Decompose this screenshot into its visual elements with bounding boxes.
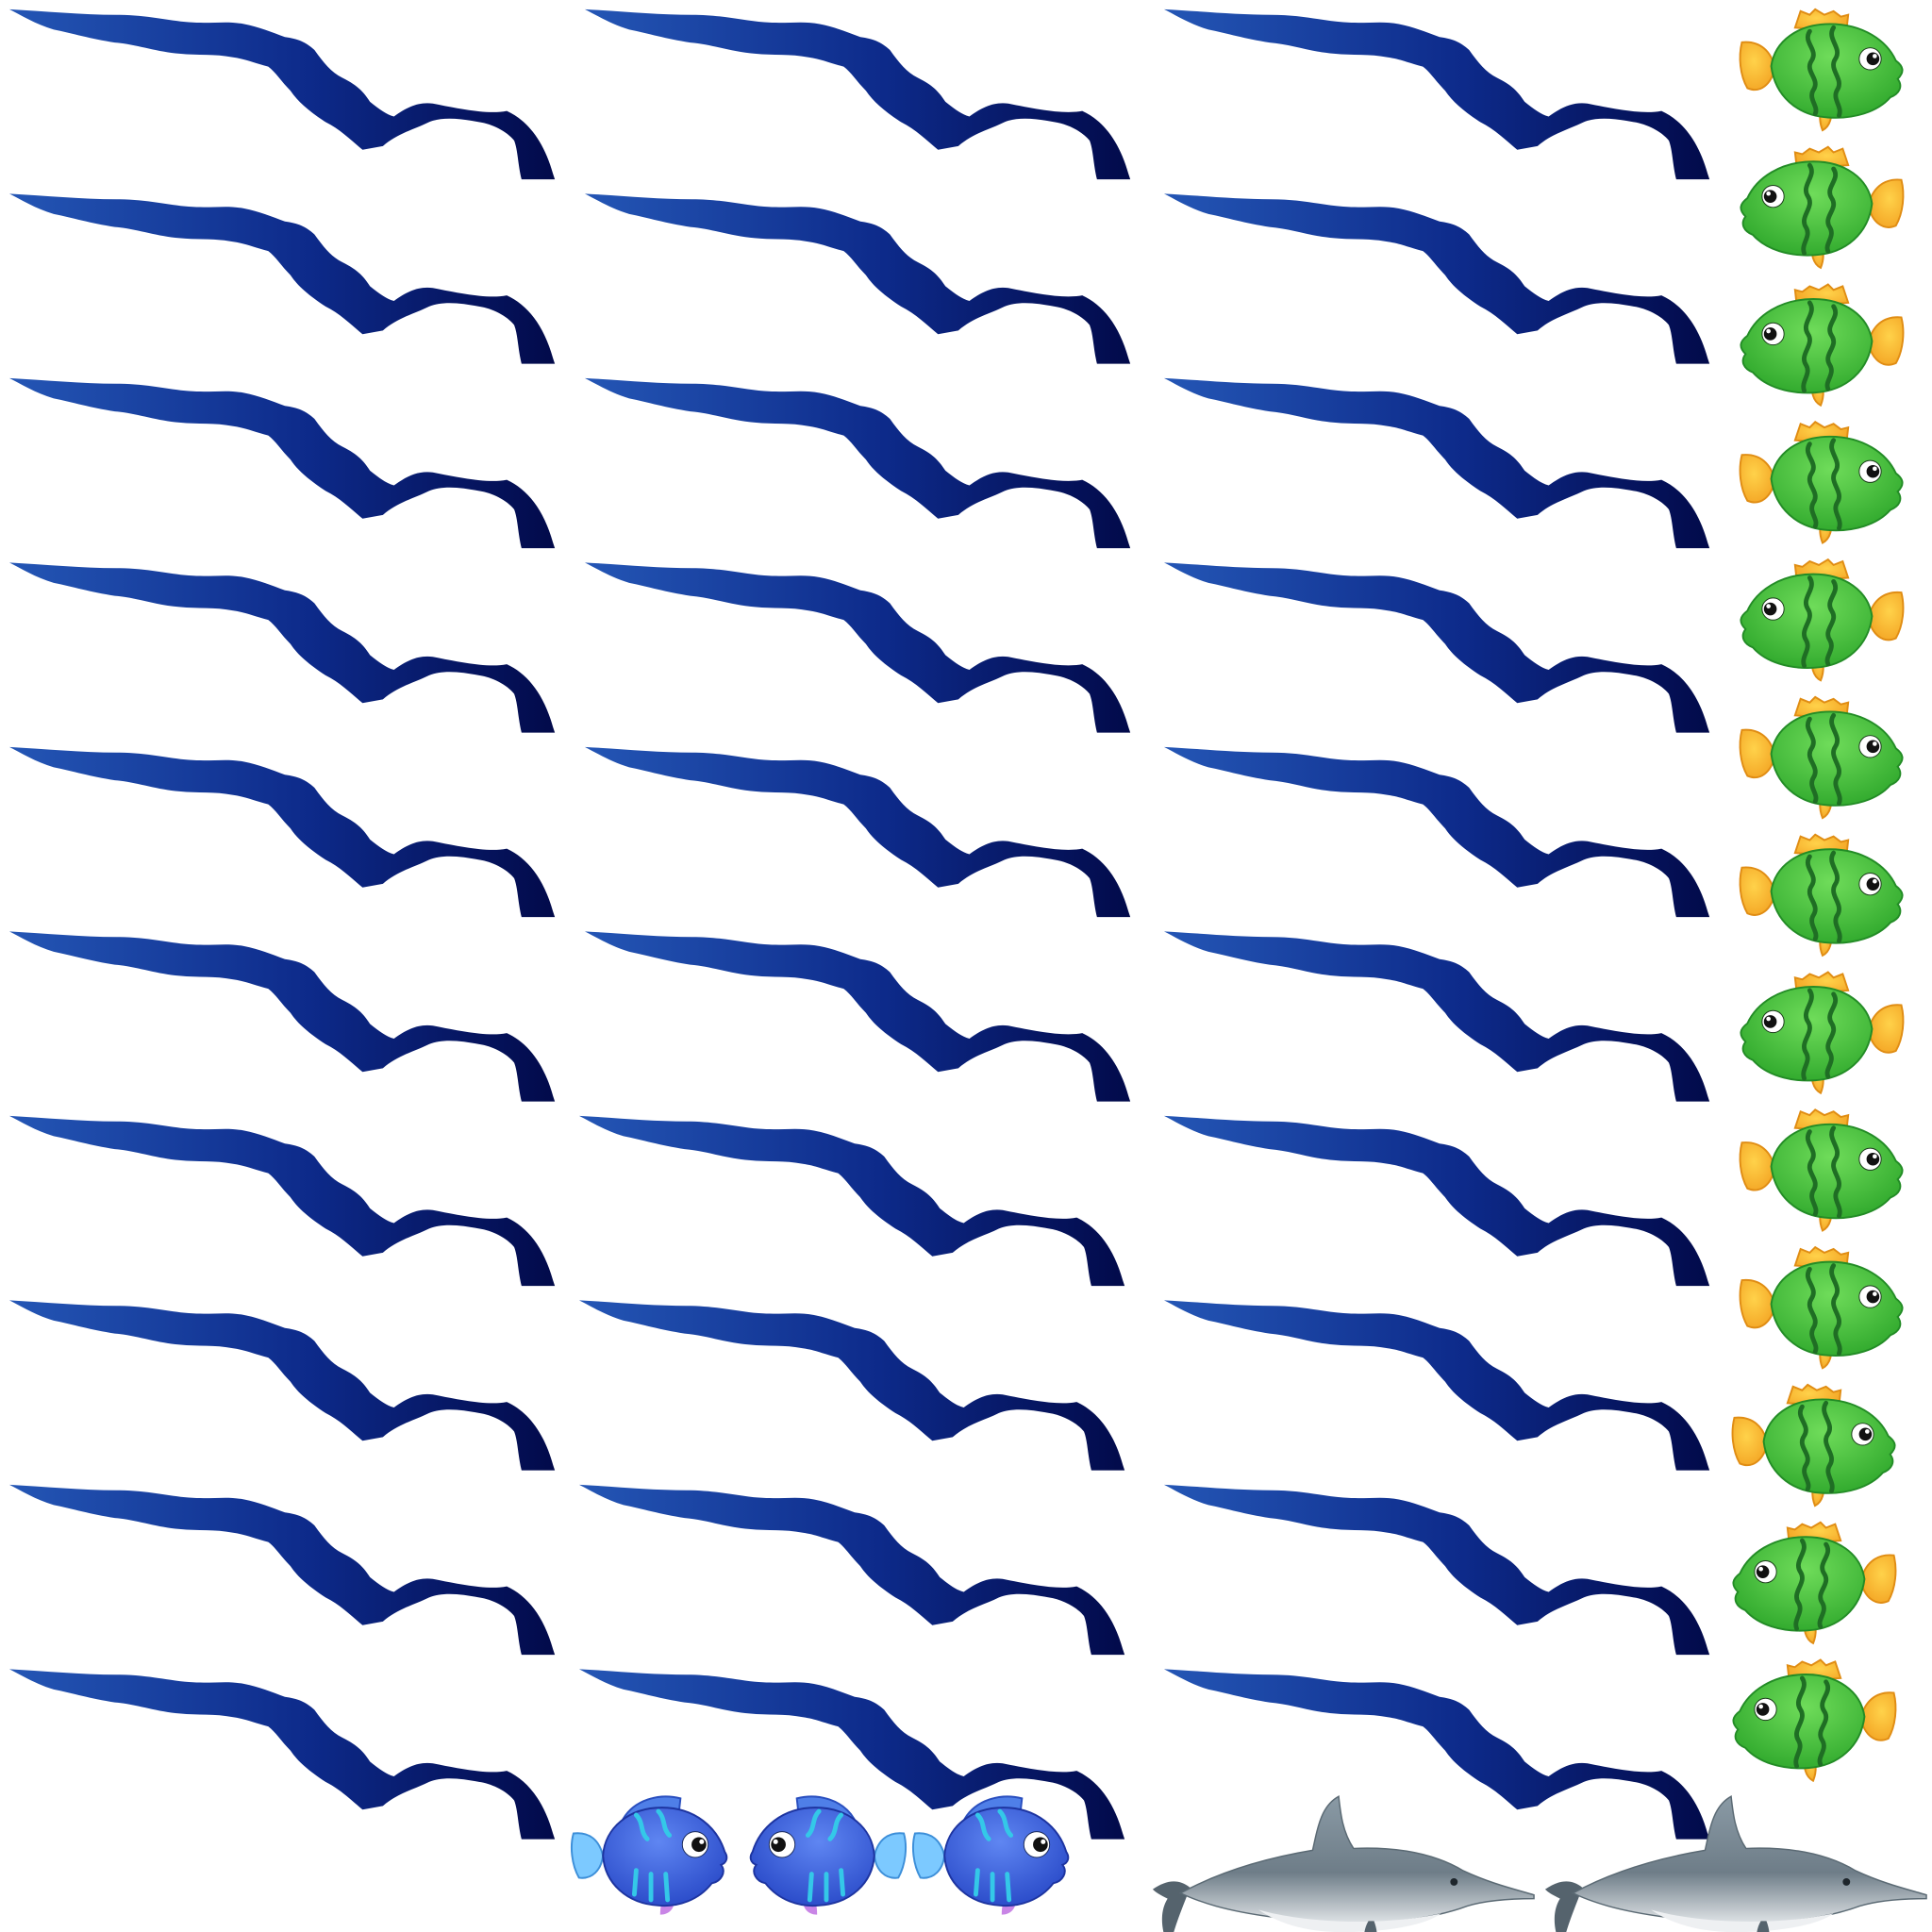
wave-icon — [584, 746, 1131, 918]
wave-icon — [578, 1115, 1125, 1287]
wave-icon — [584, 931, 1131, 1102]
wave-icon — [1163, 193, 1710, 364]
green-fish-icon — [1740, 697, 1903, 818]
wave-icon — [8, 931, 556, 1102]
wave-icon — [1163, 377, 1710, 549]
blue-fish-icon — [572, 1796, 726, 1914]
wave-icon — [1163, 931, 1710, 1102]
green-fish-icon — [1733, 1385, 1895, 1506]
blue-fish-icon — [751, 1796, 906, 1914]
wave-icon — [1163, 562, 1710, 733]
wave-icon — [8, 1300, 556, 1471]
green-fish-icon — [1740, 147, 1903, 268]
wave-icon — [8, 193, 556, 364]
wave-icon — [584, 8, 1131, 180]
green-fish-icon — [1740, 9, 1903, 130]
green-fish-icon — [1740, 559, 1903, 680]
green-fish-icon — [1740, 972, 1903, 1092]
blue-fish-icon — [913, 1796, 1068, 1914]
wave-icon — [8, 1115, 556, 1287]
wave-icon — [8, 1484, 556, 1656]
wave-icon — [1163, 1300, 1710, 1471]
wave-icon — [584, 377, 1131, 549]
dolphin-icon — [1544, 1795, 1927, 1932]
wave-icon — [1163, 1484, 1710, 1656]
wave-icon — [578, 1484, 1125, 1656]
green-fish-icon — [1740, 1109, 1903, 1230]
green-fish-icon — [1740, 1247, 1903, 1368]
wave-icon — [8, 1669, 556, 1840]
wave-icon — [578, 1300, 1125, 1471]
wave-icon — [8, 8, 556, 180]
wave-icon — [8, 746, 556, 918]
wave-icon — [8, 377, 556, 549]
wave-icon — [1163, 1669, 1710, 1840]
wave-icon — [8, 562, 556, 733]
wave-icon — [1163, 8, 1710, 180]
green-fish-icon — [1740, 284, 1903, 405]
green-fish-icon — [1733, 1523, 1895, 1643]
green-fish-icon — [1740, 835, 1903, 956]
wave-icon — [1163, 1115, 1710, 1287]
wave-icon — [584, 562, 1131, 733]
dolphin-icon — [1152, 1795, 1535, 1932]
green-fish-icon — [1733, 1659, 1895, 1780]
wave-icon — [584, 193, 1131, 364]
wave-icon — [1163, 746, 1710, 918]
green-fish-icon — [1740, 422, 1903, 542]
